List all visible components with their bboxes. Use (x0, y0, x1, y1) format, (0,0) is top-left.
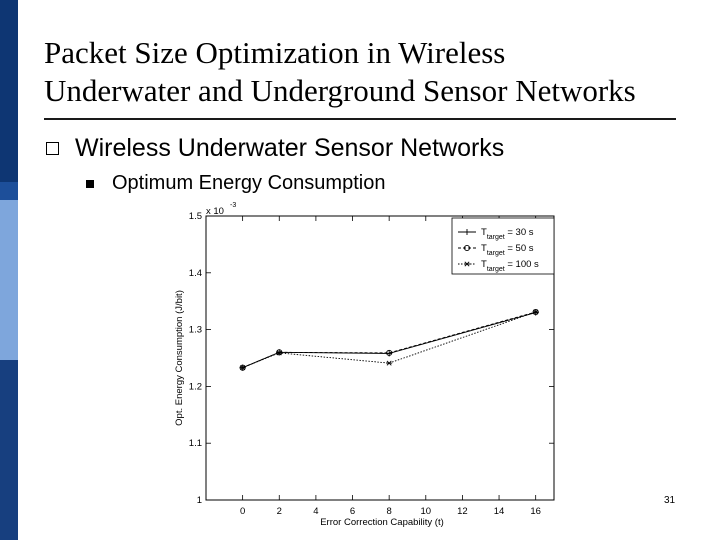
left-bar-bottom-segment (0, 360, 18, 540)
x-tick-label: 12 (457, 506, 468, 517)
marker-stroke (240, 365, 246, 371)
x-tick-label: 0 (240, 506, 245, 517)
series-line-2 (242, 311, 536, 369)
legend-label: Ttarget = 50 s (481, 243, 534, 257)
x-tick-label: 14 (494, 506, 505, 517)
x-axis-ticks: 0 2 4 6 8 10 12 14 16 (240, 216, 541, 517)
left-bar-top-segment (0, 0, 18, 182)
x-tick-label: 6 (350, 506, 355, 517)
y-axis-label: Opt. Energy Consumption (J/bit) (174, 290, 185, 426)
legend-marker (464, 261, 470, 267)
marker-circle (386, 349, 393, 356)
hollow-square-bullet-icon (46, 142, 59, 155)
legend-marker (464, 229, 470, 235)
bullet-level-1: Wireless Underwater Sensor Networks (46, 134, 504, 163)
page-number: 31 (664, 495, 676, 506)
y-tick-label: 1.4 (189, 268, 202, 279)
data-point (386, 360, 393, 366)
y-tick-label: 1.5 (189, 211, 202, 222)
series-line-3 (242, 311, 536, 369)
legend-marker (463, 244, 471, 252)
marker-stroke (464, 261, 470, 267)
legend-label: Ttarget = 30 s (481, 227, 534, 241)
y-tick-label: 1.3 (189, 325, 202, 336)
marker-stroke (533, 309, 539, 315)
marker-stroke (276, 350, 282, 356)
legend-label: Ttarget = 100 s (481, 259, 539, 273)
marker-circle (463, 244, 471, 252)
legend: Ttarget = 30 s Ttarget = 50 s Ttarget = 10… (451, 217, 555, 275)
y-exponent-power: -3 (230, 202, 236, 209)
slide-title-line-2: Underwater and Underground Sensor Networ… (44, 73, 636, 108)
slide-title: Packet Size Optimization in Wireless Und… (44, 34, 704, 110)
data-point (386, 349, 393, 356)
y-tick-label: 1.2 (189, 381, 202, 392)
y-axis-ticks: 1 1.1 1.2 1.3 1.4 1.5 (189, 211, 554, 506)
y-tick-label: 1 (197, 495, 202, 506)
slide-title-line-1: Packet Size Optimization in Wireless (44, 35, 506, 70)
data-point (276, 349, 283, 356)
series-group (239, 308, 539, 371)
title-underline (44, 118, 676, 120)
series-line-1 (242, 312, 536, 369)
y-tick-label: 1.1 (189, 438, 202, 449)
left-accent-bar (0, 0, 18, 540)
data-point (532, 309, 539, 315)
filled-square-bullet-icon (86, 179, 94, 188)
marker-stroke (386, 360, 392, 366)
legend-items: Ttarget = 30 s Ttarget = 50 s Ttarget = 10… (458, 227, 539, 273)
x-tick-label: 16 (530, 506, 541, 517)
x-tick-label: 10 (421, 506, 432, 517)
bullet-level-2-text: Optimum Energy Consumption (112, 172, 386, 194)
left-bar-mid-segment (0, 182, 18, 200)
data-point (239, 365, 246, 371)
x-axis-label: Error Correction Capability (t) (320, 517, 444, 528)
marker-circle (276, 349, 283, 356)
bullet-level-2: Optimum Energy Consumption (86, 172, 385, 195)
plot-area-frame (205, 215, 555, 501)
data-point (276, 350, 283, 356)
left-bar-light-segment (0, 200, 18, 360)
x-tick-label: 4 (313, 506, 318, 517)
x-tick-label: 8 (387, 506, 392, 517)
x-tick-label: 2 (277, 506, 282, 517)
bullet-level-1-text: Wireless Underwater Sensor Networks (75, 134, 505, 162)
y-exponent-base: x 10 (206, 206, 224, 217)
